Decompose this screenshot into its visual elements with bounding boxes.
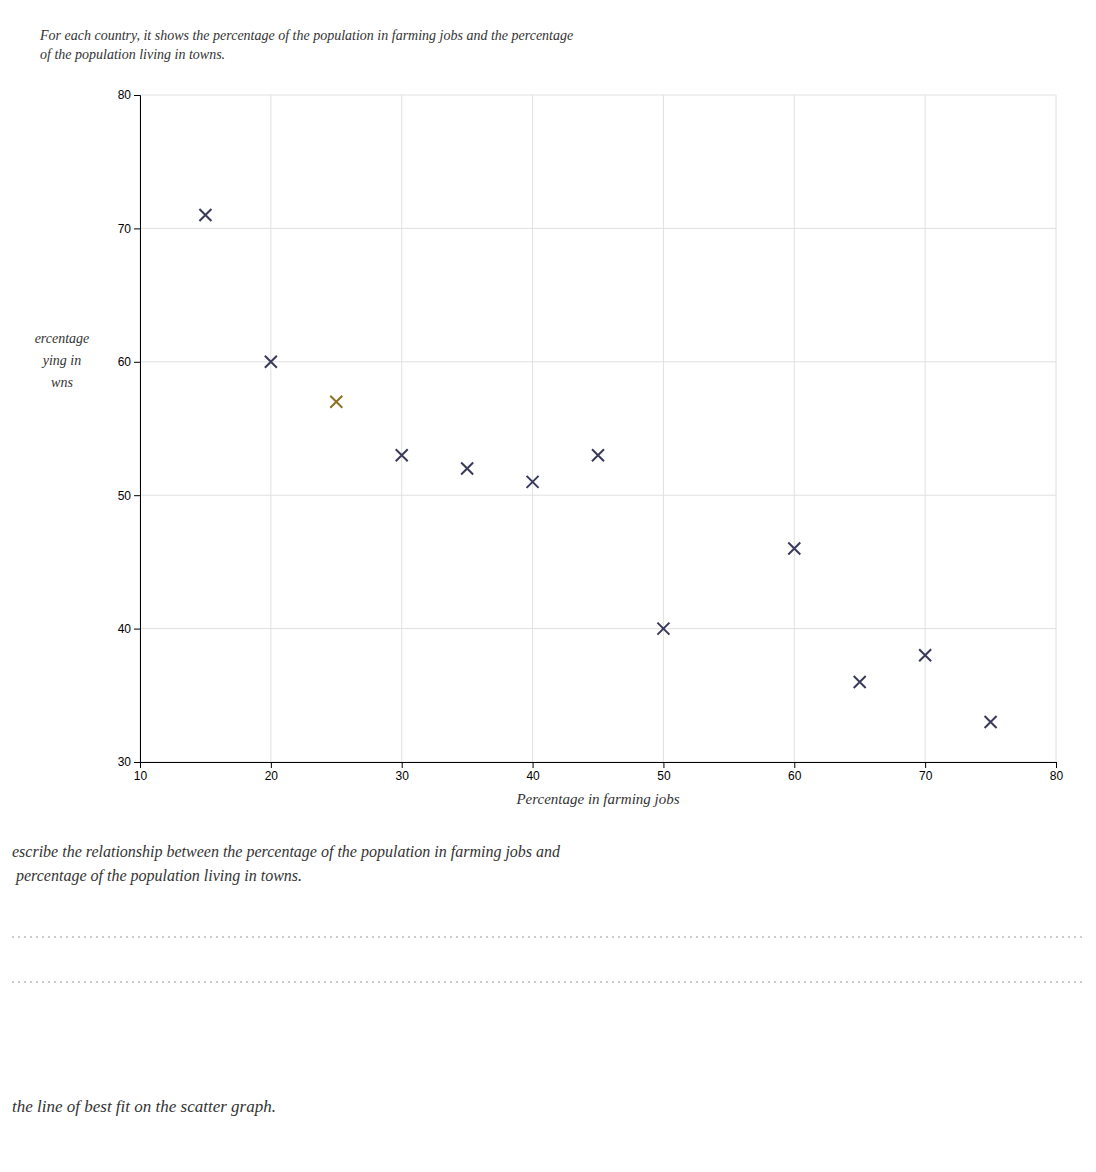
grid-line-y (140, 95, 1056, 96)
x-axis: 10 20 30 40 50 60 70 80 (134, 762, 1064, 783)
tick-mark (663, 762, 664, 768)
point (985, 716, 997, 728)
tick-label: 30 (118, 755, 132, 769)
tick: 10 (134, 762, 148, 783)
point (919, 649, 931, 661)
tick-label: 20 (265, 769, 279, 783)
tick-label: 50 (657, 769, 671, 783)
point (330, 396, 342, 408)
grid-line-x (1056, 95, 1057, 762)
grid-line-x (532, 95, 533, 762)
tick: 40 (526, 762, 540, 783)
grid-line-y (140, 628, 1056, 629)
grid-line-y (140, 495, 1056, 496)
point (788, 543, 800, 555)
point (199, 209, 211, 221)
tick-mark (134, 762, 140, 763)
plot: 10 20 30 40 50 60 70 80 30 40 50 60 70 80 (118, 88, 1064, 782)
chart: For each country, it shows the percentag… (0, 0, 1096, 1172)
tick-label: 60 (118, 355, 132, 369)
grid-line-x (270, 95, 271, 762)
point (461, 463, 473, 475)
tick: 70 (118, 222, 140, 236)
point (657, 623, 669, 635)
tick: 80 (118, 88, 140, 102)
tick: 50 (118, 489, 140, 503)
tick-label: 40 (526, 769, 540, 783)
tick: 50 (657, 762, 671, 783)
tick-label: 10 (134, 769, 148, 783)
tick-mark (794, 762, 795, 768)
tick-mark (134, 228, 140, 229)
point (396, 449, 408, 461)
tick-mark (134, 629, 140, 630)
tick: 60 (118, 355, 140, 369)
tick-label: 50 (118, 489, 132, 503)
tick: 60 (788, 762, 802, 783)
grid-line-x (401, 95, 402, 762)
tick: 30 (118, 755, 140, 769)
tick-mark (134, 95, 140, 96)
annotation: the line of best fit on the scatter grap… (12, 1097, 276, 1116)
answer-line (12, 937, 1084, 938)
tick-label: 60 (788, 769, 802, 783)
tick-label: 70 (919, 769, 933, 783)
annotation: percentage of the population living in t… (12, 867, 302, 885)
tick-label: 70 (118, 222, 132, 236)
tick-mark (402, 762, 403, 768)
point (592, 449, 604, 461)
tick: 40 (118, 622, 140, 636)
y-axis-title: ying in (41, 353, 82, 368)
answer-line (12, 982, 1084, 983)
tick-label: 40 (118, 622, 132, 636)
tick-mark (533, 762, 534, 768)
tick-label: 30 (396, 769, 410, 783)
tick-mark (134, 495, 140, 496)
grid-line-x (794, 95, 795, 762)
axis-line (141, 763, 1057, 769)
tick-mark (1056, 762, 1057, 768)
grid-line-y (140, 361, 1056, 362)
tick-mark (925, 762, 926, 768)
y-axis: 30 40 50 60 70 80 (118, 88, 141, 769)
grid-line-x (925, 95, 926, 762)
tick: 70 (919, 762, 933, 783)
annotation: escribe the relationship between the per… (12, 843, 561, 861)
tick-mark (271, 762, 272, 768)
grid-line-x (663, 95, 664, 762)
subtitle: For each country, it shows the percentag… (39, 28, 573, 43)
tick: 20 (265, 762, 279, 783)
tick-label: 80 (118, 88, 132, 102)
points (199, 209, 996, 728)
tick-label: 80 (1050, 769, 1064, 783)
point (854, 676, 866, 688)
point (265, 356, 277, 368)
tick-mark (134, 362, 140, 363)
tick: 80 (1050, 762, 1064, 783)
axis-line (134, 96, 141, 763)
x-axis-title: Percentage in farming jobs (515, 791, 679, 807)
grid (140, 95, 1056, 762)
tick: 30 (396, 762, 410, 783)
y-axis-title: wns (51, 375, 73, 390)
grid-line-y (140, 228, 1056, 229)
point (527, 476, 539, 488)
subtitle: of the population living in towns. (40, 47, 225, 62)
y-axis-title: ercentage (35, 331, 90, 346)
